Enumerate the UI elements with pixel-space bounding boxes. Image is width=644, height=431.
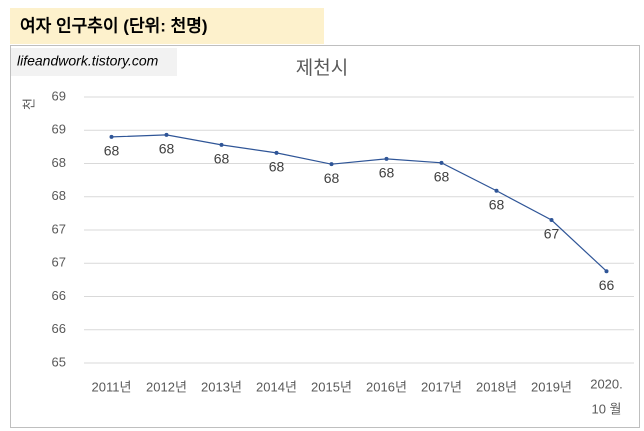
point bbox=[384, 156, 389, 161]
point bbox=[219, 142, 224, 147]
x-tick-label: 2018년 bbox=[476, 379, 517, 394]
chart-frame bbox=[10, 45, 640, 428]
point bbox=[109, 134, 114, 139]
x-tick-label: 2014년 bbox=[256, 379, 297, 394]
header-box bbox=[10, 8, 324, 44]
x-tick-label: 2016년 bbox=[366, 379, 407, 394]
data-label: 68 bbox=[489, 196, 505, 212]
y-tick-label: 68 bbox=[52, 155, 66, 170]
point bbox=[329, 162, 334, 167]
point bbox=[274, 150, 279, 155]
watermark: lifeandwork.tistory.com bbox=[17, 53, 159, 69]
data-label: 66 bbox=[599, 277, 615, 293]
watermark-box bbox=[11, 48, 177, 76]
x-tick-label: 2017년 bbox=[421, 379, 462, 394]
data-label: 68 bbox=[214, 151, 230, 167]
point bbox=[439, 160, 444, 165]
y-tick-label: 69 bbox=[52, 122, 66, 137]
y-tick-label: 66 bbox=[52, 288, 66, 303]
data-label: 68 bbox=[324, 170, 340, 186]
x-tick-label: 2013년 bbox=[201, 379, 242, 394]
x-tick-label: 2019년 bbox=[531, 379, 572, 394]
data-label: 67 bbox=[544, 226, 560, 242]
x-tick-label: 2011년 bbox=[92, 379, 132, 394]
point bbox=[549, 218, 554, 223]
x-tick-label: 2020. bbox=[590, 376, 623, 391]
y-tick-label: 67 bbox=[52, 255, 66, 270]
series-line bbox=[111, 134, 607, 272]
data-label: 68 bbox=[159, 141, 175, 157]
point bbox=[604, 269, 609, 274]
y-tick-label: 69 bbox=[52, 88, 66, 103]
data-label: 68 bbox=[104, 143, 120, 159]
point bbox=[164, 132, 169, 137]
y-tick-label: 68 bbox=[52, 188, 66, 203]
header: 여자 인구추이 (단위: 천명) bbox=[20, 16, 208, 35]
data-label: 68 bbox=[269, 159, 285, 175]
y-axis-label: 천 bbox=[21, 98, 36, 110]
y-tick-label: 67 bbox=[52, 221, 66, 236]
point bbox=[494, 188, 499, 193]
x-tick-label: 2012년 bbox=[146, 379, 187, 394]
y-tick-label: 65 bbox=[52, 354, 66, 369]
x-tick-label: 10 월 bbox=[591, 401, 621, 416]
data-label: 68 bbox=[379, 165, 395, 181]
chart-title: 제천시 bbox=[296, 57, 348, 79]
data-label: 68 bbox=[434, 169, 450, 185]
y-tick-label: 66 bbox=[52, 321, 66, 336]
x-tick-label: 2015년 bbox=[311, 379, 352, 394]
